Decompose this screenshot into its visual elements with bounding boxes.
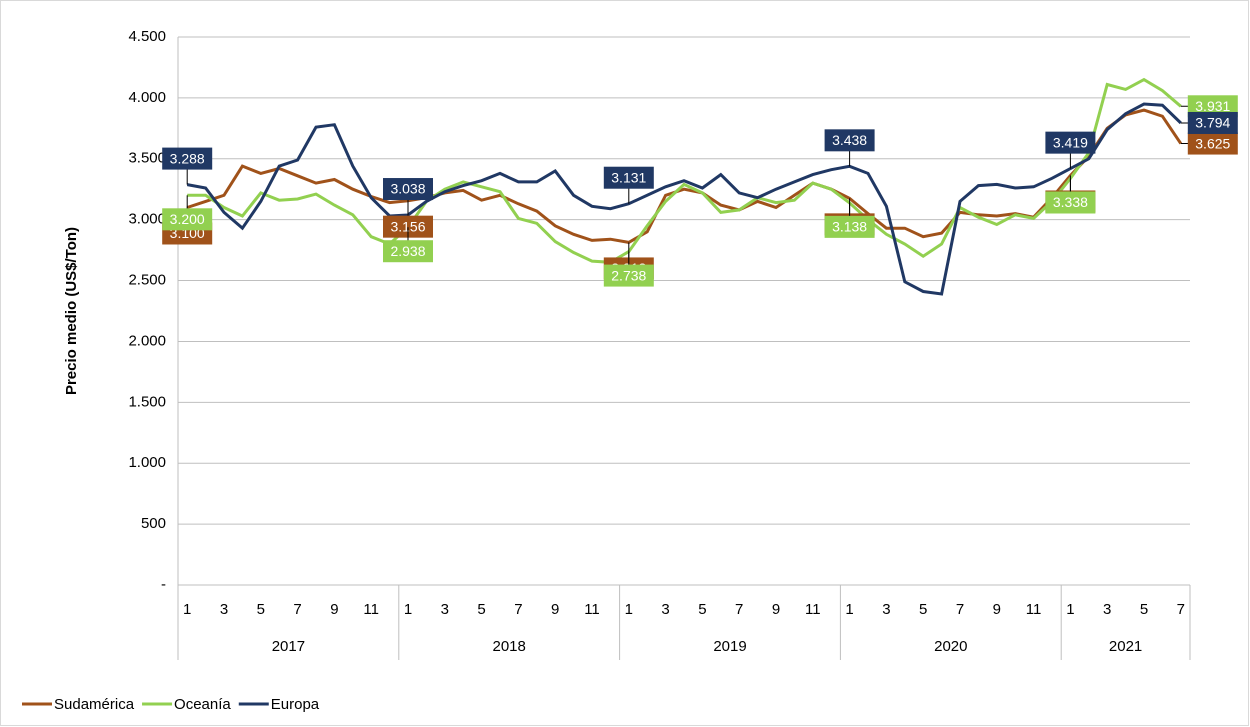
x-tick-label: 11 xyxy=(584,601,600,618)
value-label-box xyxy=(1187,111,1238,134)
x-tick-label: 7 xyxy=(735,601,743,618)
y-tick-label: 3.000 xyxy=(128,211,166,228)
value-label-box xyxy=(383,178,433,201)
value-label-box xyxy=(162,147,213,170)
x-tick-label: 5 xyxy=(477,601,485,618)
x-tick-label: 7 xyxy=(956,601,964,618)
y-tick-label: 1.000 xyxy=(128,454,166,471)
value-label: 3.419 xyxy=(1053,134,1088,150)
x-tick-label: 1 xyxy=(1066,601,1074,618)
x-tick-label: 1 xyxy=(845,601,853,618)
value-label-box xyxy=(383,215,433,238)
year-label: 2021 xyxy=(1109,638,1142,655)
x-tick-label: 5 xyxy=(919,601,927,618)
x-tick-label: 3 xyxy=(1103,601,1111,618)
value-label-box xyxy=(1045,131,1096,154)
y-axis-title: Precio medio (US$/Ton) xyxy=(63,227,80,395)
x-tick-label: 1 xyxy=(404,601,412,618)
y-tick-label: 4.000 xyxy=(128,89,166,106)
value-label: 2.938 xyxy=(390,243,425,259)
legend-label: Europa xyxy=(271,696,320,713)
x-tick-label: 5 xyxy=(257,601,265,618)
series-line xyxy=(186,102,1182,296)
value-label-box xyxy=(824,129,875,152)
value-label-box xyxy=(1045,191,1096,214)
value-label: 3.288 xyxy=(170,150,205,166)
x-tick-label: 1 xyxy=(625,601,633,618)
y-tick-label: 500 xyxy=(141,515,166,532)
x-tick-label: 7 xyxy=(514,601,522,618)
value-label-box xyxy=(383,240,433,263)
value-label: 3.338 xyxy=(1053,194,1088,210)
x-tick-label: 3 xyxy=(882,601,890,618)
value-label: 2.738 xyxy=(611,267,646,283)
value-label: 3.438 xyxy=(832,132,867,148)
value-label-box xyxy=(824,215,875,238)
y-tick-label: 2.500 xyxy=(128,272,166,289)
x-tick-label: 11 xyxy=(805,601,821,618)
x-tick-label: 3 xyxy=(441,601,449,618)
year-label: 2020 xyxy=(934,638,967,655)
value-label: 3.156 xyxy=(390,218,425,234)
value-label-box xyxy=(1187,132,1238,155)
value-label: 3.625 xyxy=(1195,135,1230,151)
value-label: 3.131 xyxy=(611,169,646,185)
x-tick-label: 9 xyxy=(330,601,338,618)
x-tick-label: 11 xyxy=(1026,601,1042,618)
year-label: 2018 xyxy=(493,638,526,655)
value-label-box xyxy=(1187,95,1238,118)
y-tick-label: 2.000 xyxy=(128,332,166,349)
value-label: 3.200 xyxy=(170,211,205,227)
value-label-box xyxy=(603,264,654,287)
value-label: 3.794 xyxy=(1195,115,1230,131)
x-tick-label: 7 xyxy=(1177,601,1185,618)
value-label: 3.138 xyxy=(832,219,867,235)
x-tick-label: 9 xyxy=(772,601,780,618)
value-label-box xyxy=(603,166,654,189)
x-tick-label: 5 xyxy=(1140,601,1148,618)
value-label-box xyxy=(162,208,213,231)
x-tick-label: 3 xyxy=(220,601,228,618)
x-tick-label: 3 xyxy=(661,601,669,618)
value-label: 3.038 xyxy=(390,181,425,197)
y-tick-label: 4.500 xyxy=(128,28,166,45)
legend-label: Oceanía xyxy=(174,696,231,713)
x-tick-label: 5 xyxy=(698,601,706,618)
x-tick-label: 9 xyxy=(551,601,559,618)
year-label: 2017 xyxy=(272,638,305,655)
x-tick-label: 1 xyxy=(183,601,191,618)
y-tick-label: 3.500 xyxy=(128,150,166,167)
series-line xyxy=(187,77,1182,264)
y-tick-label: 1.500 xyxy=(128,393,166,410)
legend-label: Sudamérica xyxy=(54,696,135,713)
y-tick-label: - xyxy=(161,576,166,593)
x-tick-label: 7 xyxy=(293,601,301,618)
x-tick-label: 11 xyxy=(363,601,379,618)
year-label: 2019 xyxy=(713,638,746,655)
x-tick-label: 9 xyxy=(993,601,1001,618)
value-label: 3.931 xyxy=(1195,98,1230,114)
